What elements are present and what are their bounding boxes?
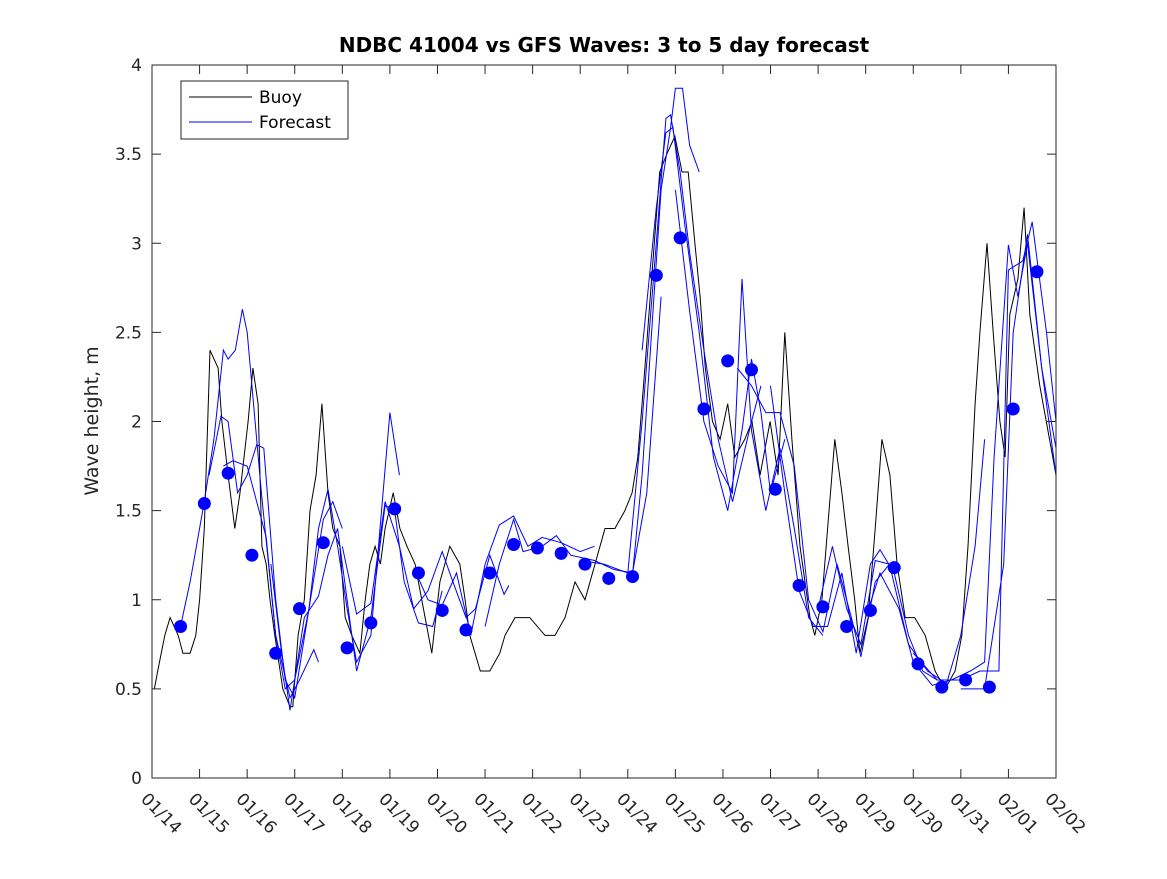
forecast-point bbox=[911, 657, 925, 671]
forecast-series-line bbox=[484, 296, 662, 627]
legend: Buoy Forecast bbox=[180, 80, 349, 140]
y-tick-label: 2.5 bbox=[115, 323, 142, 343]
forecast-point bbox=[1006, 402, 1020, 416]
forecast-point bbox=[435, 603, 449, 617]
forecast-point bbox=[816, 600, 830, 614]
forecast-point bbox=[507, 537, 521, 551]
forecast-point bbox=[483, 566, 497, 580]
forecast-point bbox=[245, 548, 259, 562]
forecast-point bbox=[578, 557, 592, 571]
forecast-point bbox=[768, 482, 782, 496]
forecast-point bbox=[197, 496, 211, 510]
forecast-point bbox=[649, 268, 663, 282]
y-axis-label: Wave height, m bbox=[81, 346, 103, 495]
legend-forecast-label: Forecast bbox=[259, 113, 331, 133]
forecast-point bbox=[1030, 265, 1044, 279]
forecast-point bbox=[792, 578, 806, 592]
forecast-point bbox=[174, 619, 188, 633]
forecast-point bbox=[459, 623, 473, 637]
y-tick-label: 3.5 bbox=[115, 145, 142, 165]
forecast-series-line bbox=[580, 87, 700, 576]
y-tick-label: 0 bbox=[131, 769, 142, 789]
forecast-point bbox=[388, 502, 402, 516]
forecast-point bbox=[935, 680, 949, 694]
plot-area bbox=[153, 87, 1057, 711]
chart-title: NDBC 41004 vs GFS Waves: 3 to 5 day fore… bbox=[339, 33, 870, 57]
forecast-point bbox=[721, 354, 735, 368]
y-tick-label: 3 bbox=[131, 234, 142, 254]
forecast-point bbox=[411, 566, 425, 580]
forecast-point bbox=[530, 541, 544, 555]
y-tick-label: 4 bbox=[131, 56, 142, 76]
y-tick-label: 1 bbox=[131, 591, 142, 611]
forecast-series-line bbox=[208, 415, 343, 700]
forecast-series-line bbox=[270, 504, 443, 711]
forecast-series-line bbox=[641, 126, 786, 511]
forecast-point bbox=[887, 561, 901, 575]
forecast-point bbox=[340, 641, 354, 655]
forecast-point bbox=[863, 603, 877, 617]
forecast-point bbox=[697, 402, 711, 416]
y-tick-label: 0.5 bbox=[115, 680, 142, 700]
y-tick-label: 1.5 bbox=[115, 502, 142, 522]
forecast-series-line bbox=[341, 501, 510, 619]
forecast-point bbox=[221, 466, 235, 480]
forecast-point bbox=[959, 673, 973, 687]
forecast-point bbox=[269, 646, 283, 660]
forecast-point bbox=[554, 546, 568, 560]
forecast-point bbox=[982, 680, 996, 694]
legend-box bbox=[180, 80, 349, 140]
forecast-series-line bbox=[817, 439, 986, 685]
forecast-point bbox=[840, 619, 854, 633]
forecast-point bbox=[316, 536, 330, 550]
y-tick-label: 2 bbox=[131, 413, 142, 433]
forecast-point bbox=[602, 571, 616, 585]
legend-buoy-label: Buoy bbox=[259, 88, 302, 108]
forecast-point bbox=[292, 602, 306, 616]
forecast-series-line bbox=[736, 367, 890, 657]
forecast-point bbox=[364, 616, 378, 630]
forecast-point bbox=[626, 570, 640, 584]
forecast-series-line bbox=[865, 243, 1057, 686]
buoy-series-line bbox=[153, 134, 1057, 708]
forecast-point bbox=[673, 231, 687, 245]
forecast-point bbox=[744, 363, 758, 377]
